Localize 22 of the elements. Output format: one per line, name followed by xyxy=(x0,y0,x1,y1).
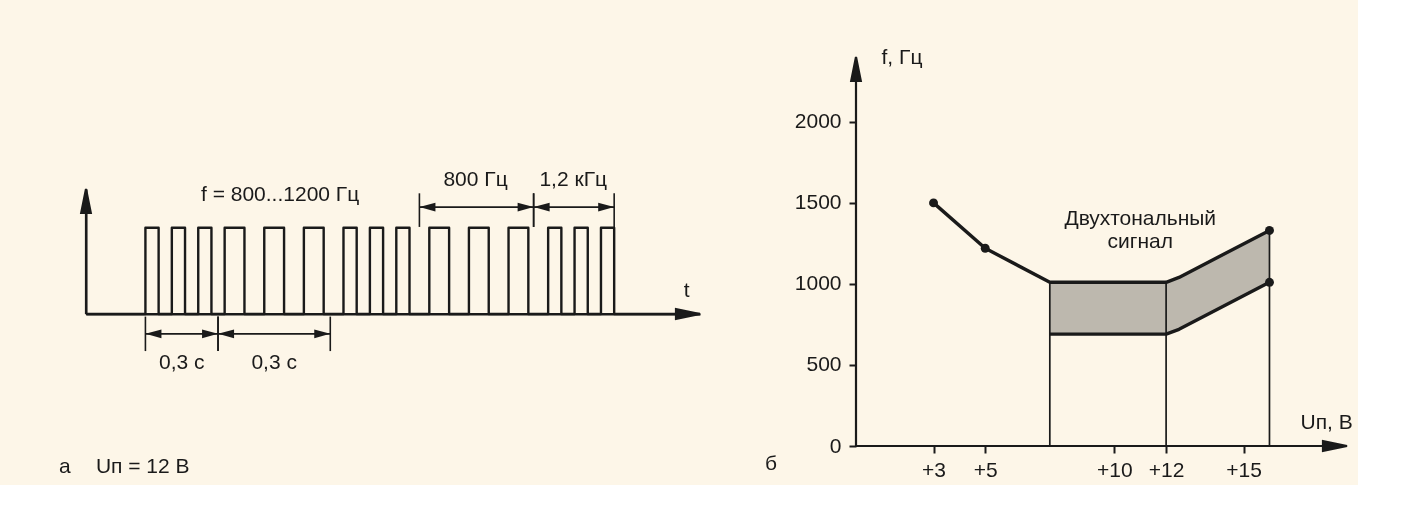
text: 800 Гц xyxy=(443,167,508,191)
y-tick-label: 1500 xyxy=(794,190,842,214)
x-axis-title: t xyxy=(683,277,690,301)
y-tick-label: 2000 xyxy=(794,109,842,133)
x-tick-label: +3 xyxy=(922,457,946,481)
y-tick-label: 1000 xyxy=(794,271,842,295)
text: 1,2 кГц xyxy=(539,167,608,191)
text: а xyxy=(58,453,71,477)
text: 0,3 с xyxy=(251,350,297,374)
text: f = 800...1200 Гц xyxy=(200,182,360,206)
x-tick-label: +12 xyxy=(1148,457,1185,481)
x-axis-title: Uп, В xyxy=(1300,409,1353,433)
x-tick-label: +15 xyxy=(1226,457,1262,481)
y-tick-label: 0 xyxy=(829,433,842,457)
text: 0,3 с xyxy=(158,350,205,374)
y-axis-title: f, Гц xyxy=(881,44,923,68)
x-tick-label: +5 xyxy=(973,457,998,481)
annotation: Двухтональный сигнал xyxy=(1064,206,1217,253)
y-tick-label: 500 xyxy=(806,352,842,376)
text: б xyxy=(764,451,778,474)
text: Uп = 12 В xyxy=(95,453,190,477)
x-tick-label: +10 xyxy=(1097,457,1133,481)
